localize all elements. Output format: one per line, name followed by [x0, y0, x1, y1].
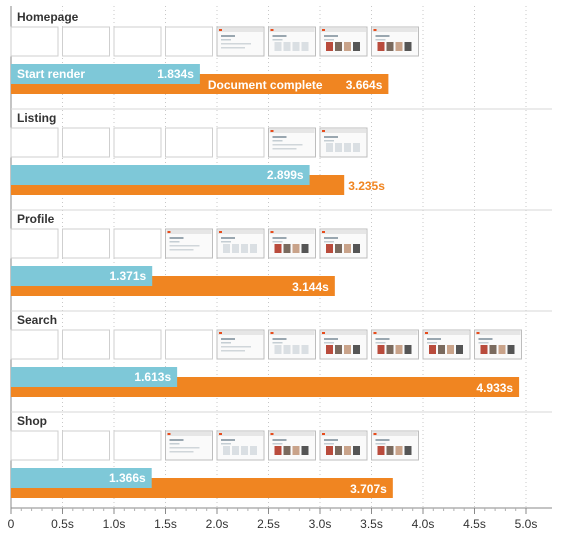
x-tick-label: 5.0s: [515, 517, 538, 531]
bar-start-render: [11, 367, 178, 387]
legend-document-complete: Document complete: [208, 78, 323, 92]
start-render-value-label: 1.371s: [110, 269, 147, 283]
filmstrip-blank-frame: [113, 430, 162, 461]
filmstrip-blank-frame: [165, 329, 213, 360]
filmstrip-screenshot: [268, 228, 316, 259]
filmstrip-screenshot: [165, 430, 213, 461]
filmstrip-screenshot: [474, 329, 522, 360]
filmstrip-screenshot: [268, 127, 316, 158]
x-tick-label: 1.0s: [103, 517, 126, 531]
page-group-title: Search: [17, 313, 57, 327]
filmstrip-blank-frame: [10, 430, 59, 461]
filmstrip-blank-frame: [165, 26, 213, 57]
page-group-title: Profile: [17, 212, 55, 226]
filmstrip-screenshot: [216, 430, 265, 461]
bar-start-render: [11, 266, 153, 286]
filmstrip-blank-frame: [62, 26, 110, 57]
filmstrip-screenshot: [422, 329, 471, 360]
start-render-value-label: 1.366s: [109, 471, 146, 485]
filmstrip-screenshot: [319, 329, 368, 360]
filmstrip-screenshot: [319, 228, 368, 259]
filmstrip-screenshot: [268, 26, 316, 57]
x-tick-label: 2.5s: [257, 517, 280, 531]
filmstrip-screenshot: [371, 430, 419, 461]
filmstrip-blank-frame: [10, 26, 59, 57]
x-axis: 0 0.5s 1.0s 1.5s 2.0s 2.5s 3.0s 3.5s 4.0s 4.5s 5.0…: [8, 507, 552, 531]
page-group-title: Shop: [17, 414, 47, 428]
x-tick-label: 0.5s: [51, 517, 74, 531]
filmstrip-blank-frame: [113, 127, 162, 158]
x-tick-label: 0: [8, 517, 15, 531]
document-complete-value-label: 3.707s: [350, 482, 387, 496]
page-group: Search 1.613s 4.933s: [10, 313, 522, 397]
page-group: Listing 2.899s 3.235s: [10, 111, 385, 195]
filmstrip-blank-frame: [62, 430, 110, 461]
x-tick-label: 1.5s: [154, 517, 177, 531]
page-group: Shop 1.366s 3.707s: [10, 414, 419, 498]
document-complete-value-label: 3.664s: [346, 78, 383, 92]
filmstrip-blank-frame: [165, 127, 213, 158]
x-tick-label: 3.5s: [360, 517, 383, 531]
start-render-value-label: 1.834s: [157, 67, 194, 81]
document-complete-value-label: 3.235s: [348, 179, 385, 193]
bar-start-render: [11, 64, 200, 84]
filmstrip-blank-frame: [113, 228, 162, 259]
page-group-title: Homepage: [17, 10, 79, 24]
filmstrip-screenshot: [371, 26, 419, 57]
legend-start-render: Start render: [17, 67, 85, 81]
x-tick-label: 2.0s: [206, 517, 229, 531]
document-complete-value-label: 4.933s: [476, 381, 513, 395]
page-groups: Homepage 1.834s 3.664s Start render Document…: [10, 10, 522, 498]
filmstrip-blank-frame: [10, 228, 59, 259]
bar-start-render: [11, 165, 310, 185]
filmstrip-blank-frame: [62, 228, 110, 259]
start-render-value-label: 2.899s: [267, 168, 304, 182]
filmstrip-blank-frame: [10, 329, 59, 360]
filmstrip-screenshot: [319, 127, 368, 158]
filmstrip-blank-frame: [62, 329, 110, 360]
filmstrip-blank-frame: [113, 329, 162, 360]
filmstrip-screenshot: [268, 329, 316, 360]
filmstrip-blank-frame: [10, 127, 59, 158]
start-render-value-label: 1.613s: [134, 370, 171, 384]
filmstrip-screenshot: [319, 430, 368, 461]
document-complete-value-label: 3.144s: [292, 280, 329, 294]
filmstrip-screenshot: [371, 329, 419, 360]
x-tick-label: 3.0s: [309, 517, 332, 531]
filmstrip-blank-frame: [216, 127, 265, 158]
filmstrip-screenshot: [319, 26, 368, 57]
filmstrip-screenshot: [216, 228, 265, 259]
filmstrip-screenshot: [216, 329, 265, 360]
filmstrip-screenshot: [216, 26, 265, 57]
page-group: Homepage 1.834s 3.664s Start render Document…: [10, 10, 419, 94]
grid-lines: [10, 6, 552, 508]
x-tick-label: 4.5s: [463, 517, 486, 531]
filmstrip-screenshot: [165, 228, 213, 259]
filmstrip-blank-frame: [62, 127, 110, 158]
filmstrip-screenshot: [268, 430, 316, 461]
page-group-title: Listing: [17, 111, 56, 125]
bar-start-render: [11, 468, 152, 488]
filmstrip-blank-frame: [113, 26, 162, 57]
x-tick-label: 4.0s: [412, 517, 435, 531]
page-group: Profile 1.371s 3.144s: [10, 212, 368, 296]
